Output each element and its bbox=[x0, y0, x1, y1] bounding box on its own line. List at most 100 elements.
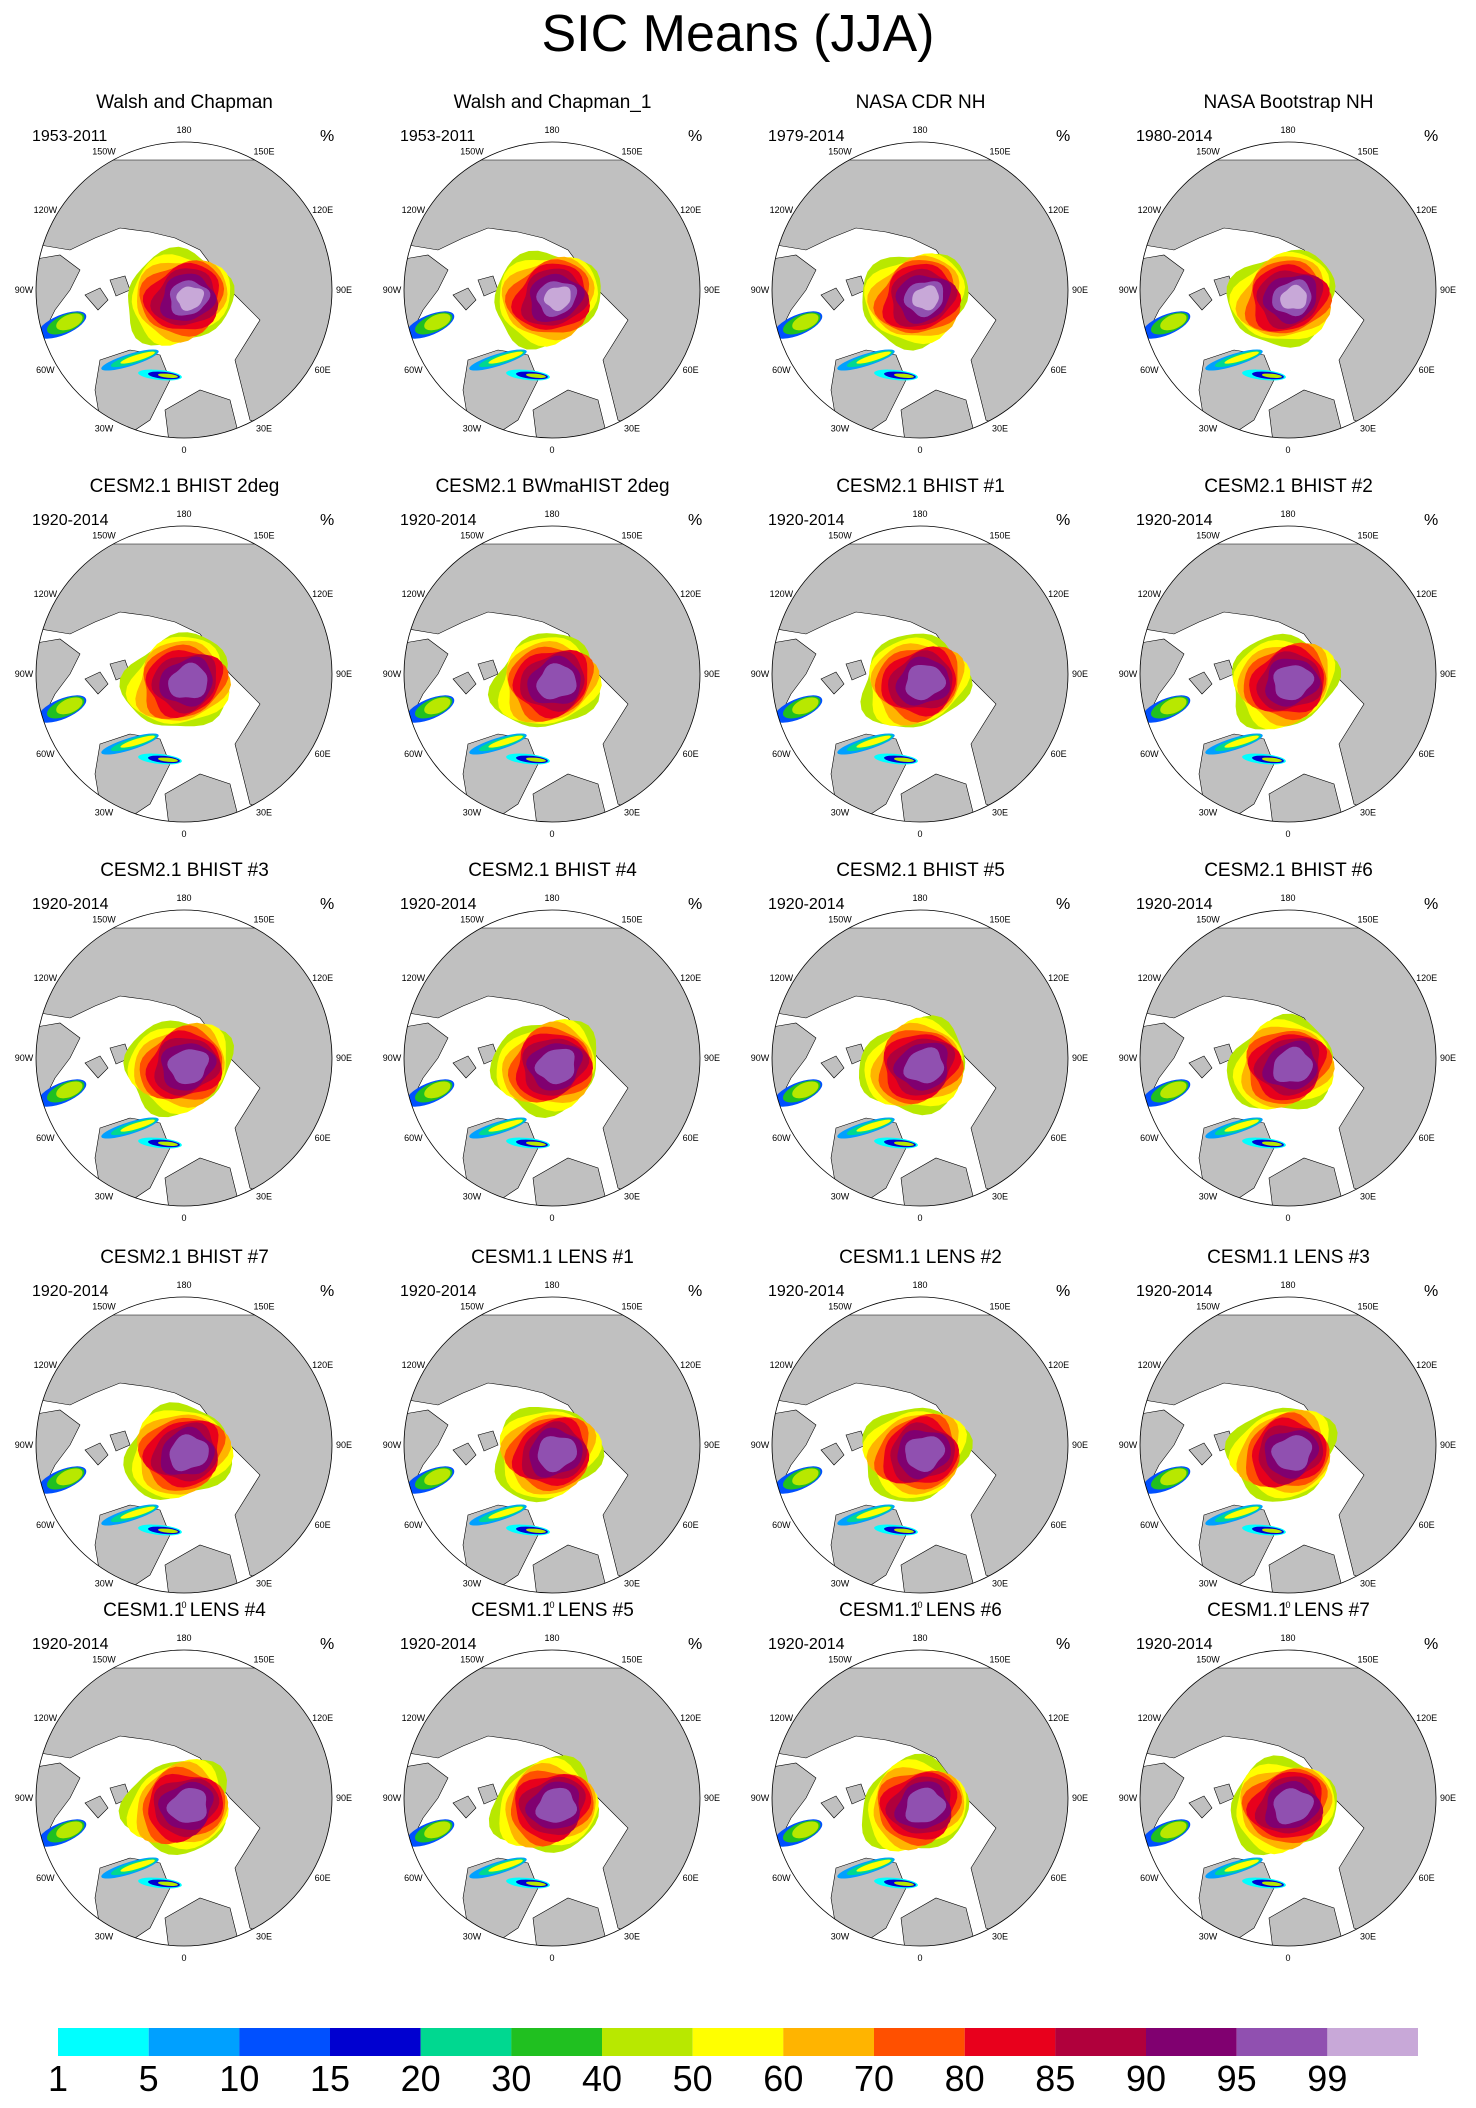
longitude-label: 90W bbox=[751, 1793, 770, 1803]
ice-tongue bbox=[1160, 313, 1187, 331]
land-mass bbox=[1268, 773, 1345, 822]
map-panel: CESM2.1 BHIST #5 1920-2014% 180 150E 120E 90E… bbox=[736, 768, 1105, 1223]
land-mass bbox=[1188, 1442, 1213, 1466]
land-mass bbox=[452, 1795, 477, 1819]
longitude-label: 90E bbox=[1072, 1440, 1088, 1450]
land-mass bbox=[532, 1897, 609, 1946]
land-mass bbox=[477, 1430, 499, 1452]
ice-tongue bbox=[1224, 1859, 1259, 1872]
polar-map: 180 150E 120E 90E 60E 30E 0 30W 60W 90W 120W 150W bbox=[383, 1633, 720, 1963]
land-mass bbox=[532, 773, 609, 822]
colorbar-tick-label: 30 bbox=[491, 2058, 532, 2099]
longitude-label: 90W bbox=[15, 1053, 34, 1063]
longitude-label: 120W bbox=[34, 589, 58, 599]
longitude-label: 90W bbox=[1119, 669, 1138, 679]
longitude-label: 90E bbox=[704, 669, 720, 679]
land-mass bbox=[477, 659, 499, 681]
longitude-label: 150E bbox=[989, 530, 1010, 540]
longitude-label: 30W bbox=[831, 808, 850, 818]
land-mass bbox=[84, 287, 109, 311]
longitude-label: 180 bbox=[912, 509, 927, 519]
panel-title: Walsh and Chapman bbox=[96, 92, 273, 113]
longitude-label: 30E bbox=[256, 1579, 272, 1589]
longitude-label: 150W bbox=[828, 1654, 852, 1664]
polar-map: 180 150E 120E 90E 60E 30E 0 30W 60W 90W 120W 150W bbox=[15, 509, 352, 839]
map-panel: CESM2.1 BHIST #3 1920-2014% 180 150E 120E 90E… bbox=[0, 768, 369, 1223]
ice-tongue bbox=[120, 351, 155, 364]
longitude-label: 30E bbox=[992, 1192, 1008, 1202]
polar-map: 180 150E 120E 90E 60E 30E 0 30W 60W 90W 120W 150W bbox=[383, 893, 720, 1223]
longitude-label: 150W bbox=[828, 914, 852, 924]
ice-tongue bbox=[488, 1859, 523, 1872]
ice-tongue bbox=[424, 697, 451, 715]
ice-tongue bbox=[1262, 1881, 1282, 1887]
panel-unit: % bbox=[1424, 1636, 1439, 1653]
ice-tongue bbox=[158, 757, 178, 763]
longitude-label: 150W bbox=[1196, 1654, 1220, 1664]
ice-tongue bbox=[792, 1821, 819, 1839]
longitude-label: 120W bbox=[34, 1713, 58, 1723]
longitude-label: 30E bbox=[1360, 424, 1376, 434]
panel-unit: % bbox=[688, 128, 703, 145]
longitude-label: 150E bbox=[253, 1301, 274, 1311]
longitude-label: 180 bbox=[544, 1280, 559, 1290]
colorbar-swatch bbox=[1055, 2028, 1146, 2056]
longitude-label: 30E bbox=[1360, 1192, 1376, 1202]
panel-grid: Walsh and Chapman 1953-2011% 180 150E 120E 90… bbox=[0, 92, 1456, 1963]
panel-period: 1920-2014 bbox=[768, 896, 845, 913]
longitude-label: 30W bbox=[95, 1192, 114, 1202]
longitude-label: 90E bbox=[1072, 1053, 1088, 1063]
land-mass bbox=[900, 1544, 977, 1593]
longitude-label: 60E bbox=[683, 1873, 699, 1883]
longitude-label: 90W bbox=[751, 1053, 770, 1063]
ice-tongue bbox=[1160, 1821, 1187, 1839]
panel-period: 1920-2014 bbox=[400, 1636, 477, 1653]
ice-band bbox=[1273, 1788, 1314, 1825]
longitude-label: 30W bbox=[1199, 1932, 1218, 1942]
longitude-label: 30E bbox=[992, 1579, 1008, 1589]
panel-period: 1920-2014 bbox=[768, 512, 845, 529]
land-mass bbox=[164, 1157, 241, 1206]
longitude-label: 150W bbox=[1196, 530, 1220, 540]
longitude-label: 150W bbox=[460, 1654, 484, 1664]
longitude-label: 0 bbox=[549, 445, 554, 455]
polar-map: 180 150E 120E 90E 60E 30E 0 30W 60W 90W 120W 150W bbox=[15, 125, 352, 455]
land-mass bbox=[164, 773, 241, 822]
panel-period: 1920-2014 bbox=[768, 1636, 845, 1653]
longitude-label: 90W bbox=[751, 669, 770, 679]
longitude-label: 120E bbox=[312, 1360, 333, 1370]
panel-period: 1953-2011 bbox=[32, 128, 108, 145]
longitude-label: 30W bbox=[463, 424, 482, 434]
longitude-label: 150W bbox=[828, 1301, 852, 1311]
polar-map: 180 150E 120E 90E 60E 30E 0 30W 60W 90W 120W 150W bbox=[1119, 509, 1456, 839]
longitude-label: 120W bbox=[770, 1360, 794, 1370]
longitude-label: 150E bbox=[253, 914, 274, 924]
land-mass bbox=[84, 671, 109, 695]
land-mass bbox=[820, 1442, 845, 1466]
longitude-label: 150E bbox=[253, 146, 274, 156]
land-mass bbox=[532, 389, 609, 438]
land-mass bbox=[1268, 389, 1345, 438]
ice-tongue bbox=[1262, 373, 1282, 379]
polar-map: 180 150E 120E 90E 60E 30E 0 30W 60W 90W 120W 150W bbox=[1119, 893, 1456, 1223]
ice-band bbox=[169, 1434, 209, 1472]
longitude-label: 90E bbox=[1440, 285, 1456, 295]
land-mass bbox=[164, 1897, 241, 1946]
colorbar bbox=[58, 2028, 1418, 2056]
ice-band bbox=[168, 662, 208, 699]
longitude-label: 150E bbox=[621, 1301, 642, 1311]
longitude-label: 180 bbox=[544, 893, 559, 903]
ice-tongue bbox=[120, 1119, 155, 1132]
longitude-label: 150W bbox=[1196, 914, 1220, 924]
polar-map: 180 150E 120E 90E 60E 30E 0 30W 60W 90W 120W 150W bbox=[751, 125, 1088, 455]
longitude-label: 30W bbox=[463, 1192, 482, 1202]
longitude-label: 180 bbox=[1280, 893, 1295, 903]
longitude-label: 30W bbox=[95, 1579, 114, 1589]
longitude-label: 60E bbox=[315, 365, 331, 375]
polar-map: 180 150E 120E 90E 60E 30E 0 30W 60W 90W 120W 150W bbox=[383, 1280, 720, 1610]
land-mass bbox=[452, 287, 477, 311]
colorbar-swatch bbox=[692, 2028, 784, 2056]
land-mass bbox=[900, 1157, 977, 1206]
map-panel: CESM1.1 LENS #4 1920-2014% 180 150E 120E 90E 6… bbox=[0, 1508, 369, 1963]
longitude-label: 120W bbox=[770, 205, 794, 215]
